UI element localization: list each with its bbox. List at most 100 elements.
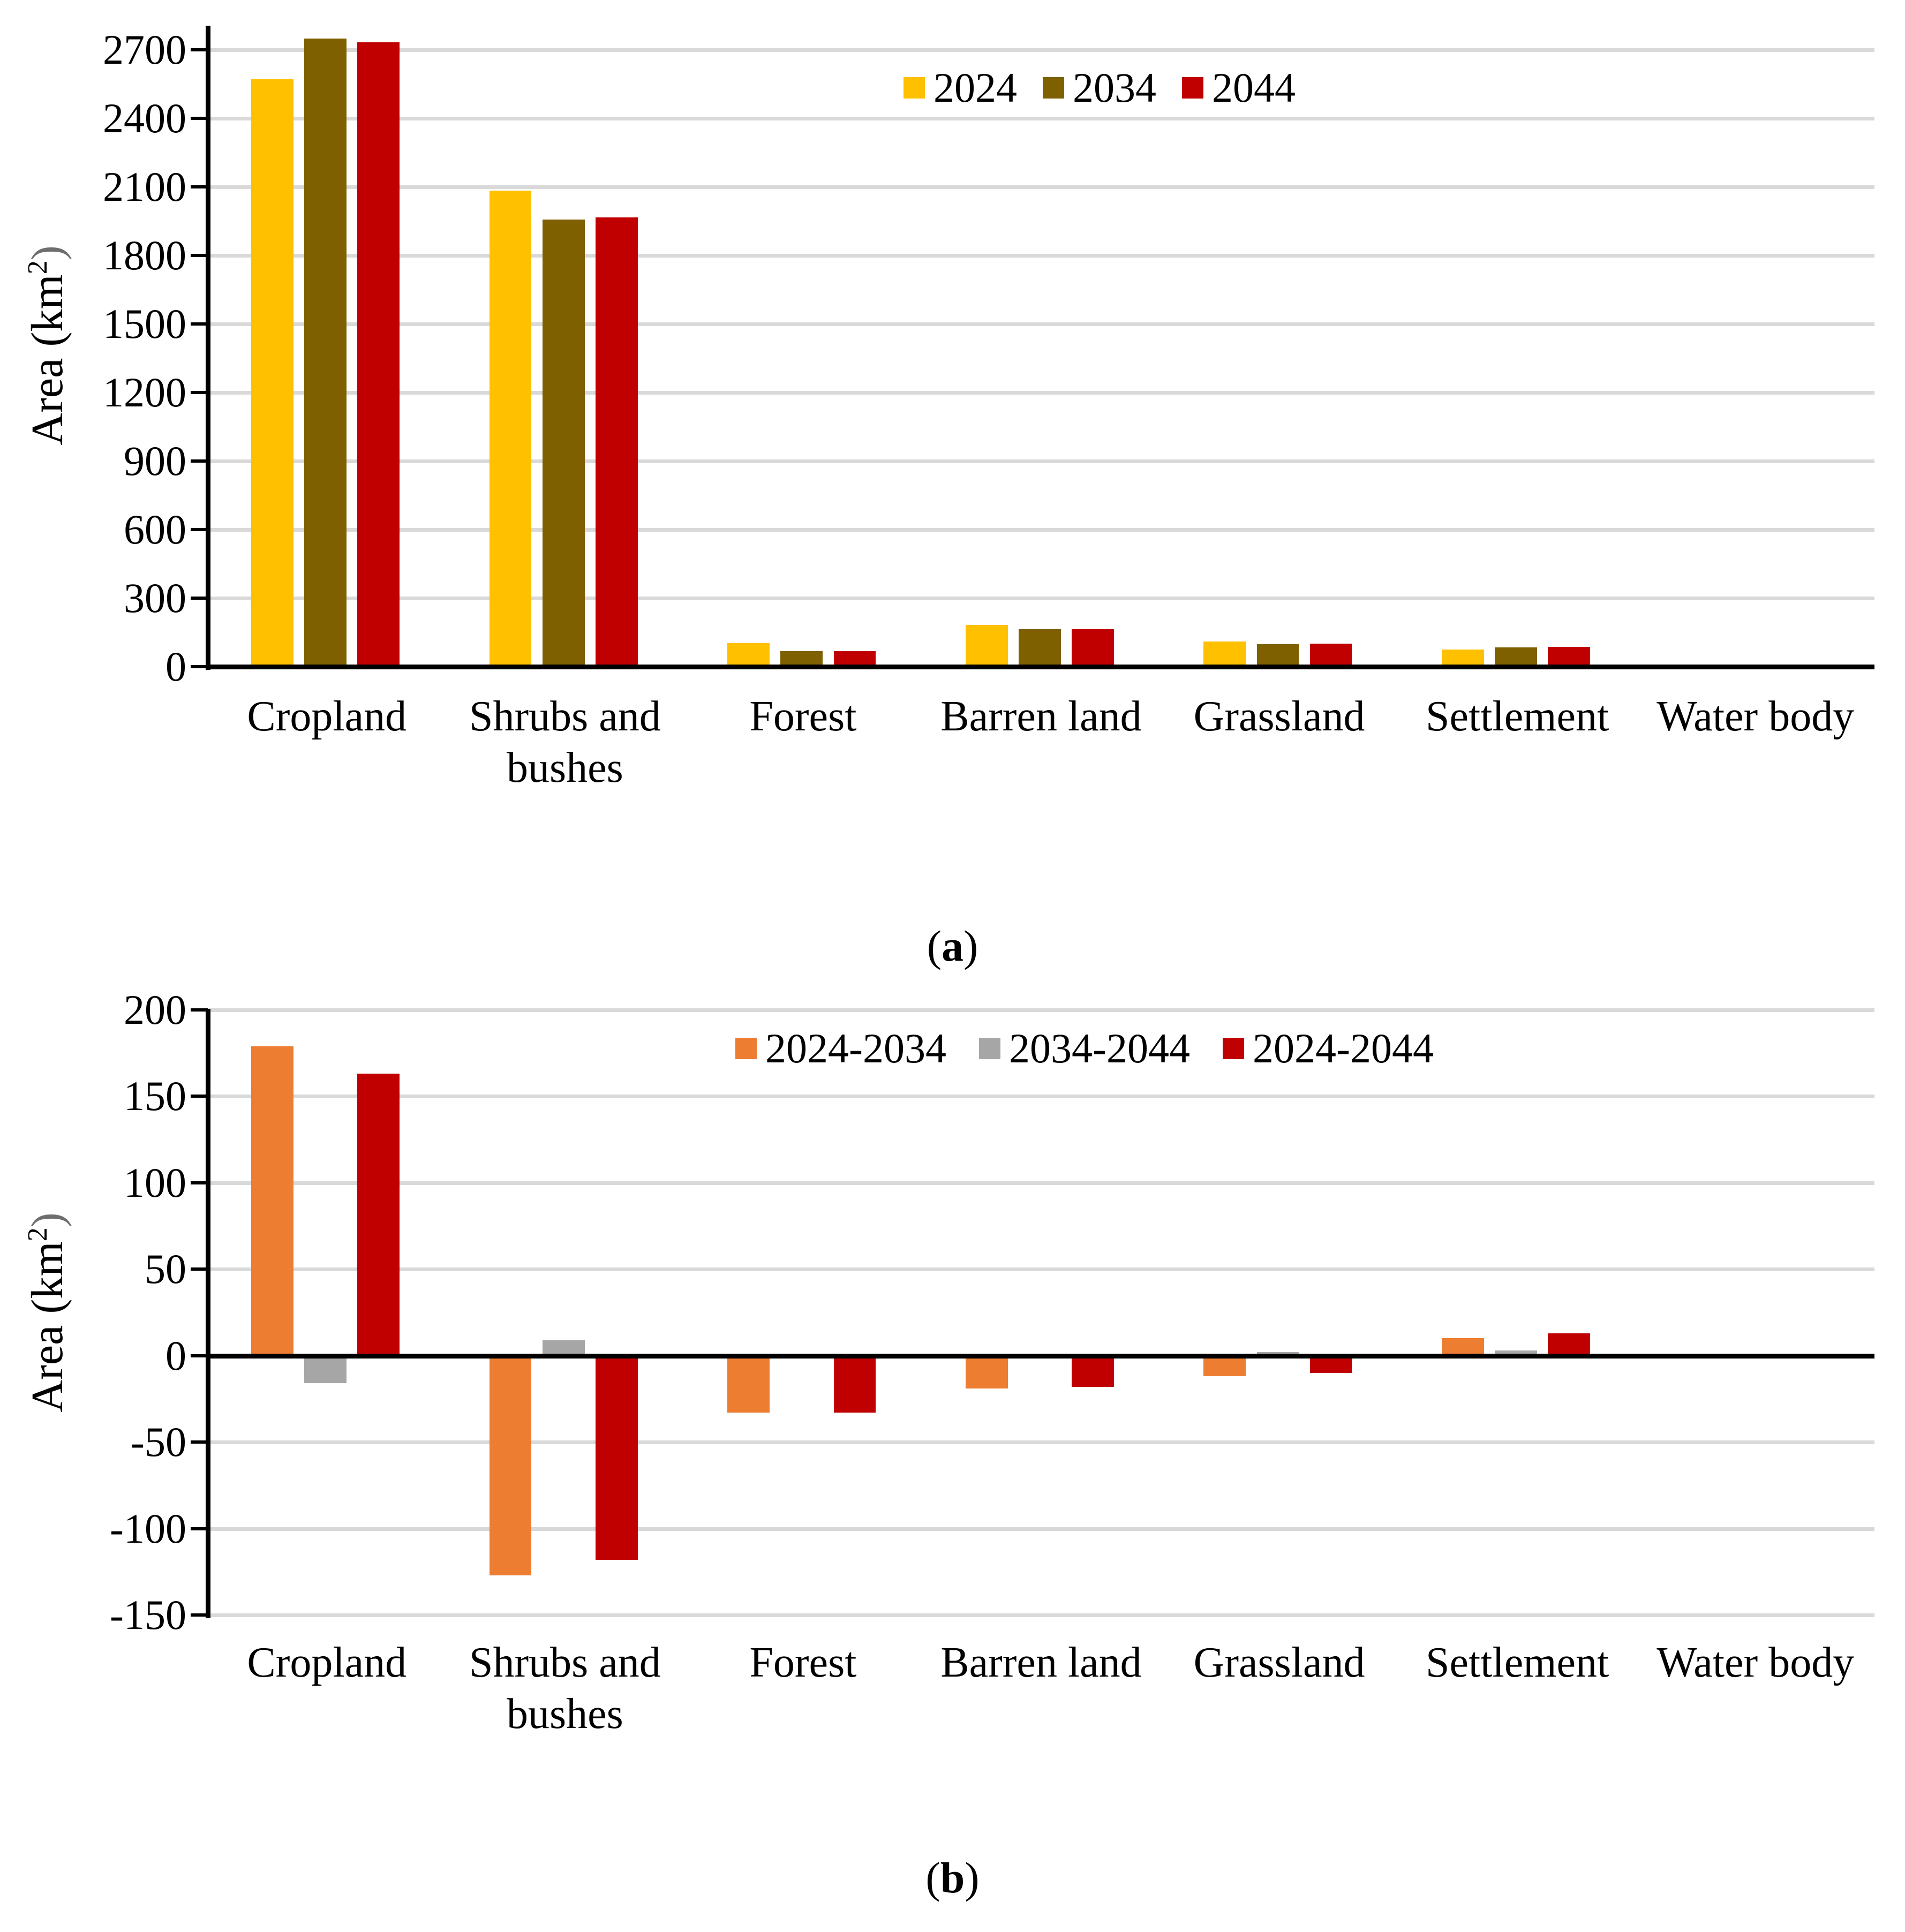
legend-item-2024: 2024 <box>903 63 1017 112</box>
legend-swatch-2034-2044 <box>978 1038 1000 1059</box>
gridline-300 <box>208 596 1874 600</box>
y-tick-mark-100 <box>191 1181 208 1184</box>
gridline-2100 <box>208 185 1874 189</box>
bar-2044-forest <box>833 651 876 667</box>
y-tick-label--50: -50 <box>131 1418 186 1466</box>
y-tick-mark-200 <box>191 1008 208 1012</box>
bar-2024-barren-land <box>965 624 1008 667</box>
bar-2024-settlement <box>1441 650 1484 667</box>
legend-swatch-2024 <box>903 77 925 99</box>
y-tick-label-1800: 1800 <box>103 231 186 278</box>
category-label-cropland: Cropland <box>247 693 407 740</box>
bar-2024-2044-settlement <box>1548 1333 1590 1356</box>
bar-2034-forest <box>780 651 823 667</box>
y-tick-label-2700: 2700 <box>103 26 186 73</box>
category-label-grassland: Grassland <box>1193 693 1365 740</box>
y-tick-label-1500: 1500 <box>103 300 186 347</box>
y-tick-mark-2700 <box>191 48 208 51</box>
category-label-forest: Forest <box>749 693 857 740</box>
bar-group-grassland <box>1160 27 1398 667</box>
x-axis-line <box>208 1353 1874 1359</box>
caption-a-open: ( <box>927 922 942 970</box>
bar-2044-settlement <box>1548 646 1590 667</box>
y-tick-mark-1200 <box>191 390 208 394</box>
y-tick-label-200: 200 <box>124 986 186 1033</box>
gridline-150 <box>208 1095 1874 1099</box>
y-tick-label-150: 150 <box>124 1073 186 1120</box>
gridline--100 <box>208 1527 1874 1531</box>
gridline-200 <box>208 1008 1874 1012</box>
y-tick-mark-1800 <box>191 253 208 257</box>
y-tick-mark-2400 <box>191 116 208 120</box>
category-label-barren-land: Barren land <box>940 693 1142 740</box>
category-label-settlement: Settlement <box>1426 1639 1609 1686</box>
bar-group-settlement <box>1398 27 1637 667</box>
category-label-grassland: Grassland <box>1193 1639 1365 1686</box>
bar-2024-shrubs-and-bushes <box>489 191 532 667</box>
bar-2024-forest <box>727 643 770 667</box>
y-tick-label-600: 600 <box>124 505 186 553</box>
y-tick-mark--50 <box>191 1440 208 1444</box>
bar-2024-2034-shrubs-and-bushes <box>489 1355 532 1575</box>
bar-2034-grassland <box>1256 644 1299 667</box>
category-label-cropland: Cropland <box>247 1639 407 1686</box>
bar-group-water-body <box>1636 27 1874 667</box>
bar-2024-2034-forest <box>727 1355 770 1413</box>
y-tick-mark-300 <box>191 596 208 600</box>
bar-group-cropland <box>208 1010 446 1615</box>
gridline-2700 <box>208 48 1874 52</box>
bar-2044-grassland <box>1309 644 1352 667</box>
category-label-water-body: Water body <box>1656 1639 1855 1686</box>
y-tick-label-100: 100 <box>124 1159 186 1206</box>
y-tick-label-2400: 2400 <box>103 94 186 141</box>
legend-label-2024-2044: 2024-2044 <box>1252 1025 1434 1071</box>
y-tick-mark-0 <box>191 665 208 668</box>
bar-2024-2044-grassland <box>1309 1355 1352 1373</box>
y-tick-mark--150 <box>191 1613 208 1617</box>
y-tick-label-900: 900 <box>124 437 186 484</box>
bar-2034-settlement <box>1495 647 1537 667</box>
legend-item-2024-2044: 2024-2044 <box>1222 1024 1434 1073</box>
gridline-2400 <box>208 116 1874 120</box>
bar-2034-2044-shrubs-and-bushes <box>542 1340 585 1356</box>
y-tick-label--100: -100 <box>110 1505 186 1552</box>
legend-item-2044: 2044 <box>1182 63 1296 112</box>
gridline--150 <box>208 1613 1874 1617</box>
y-tick-mark-600 <box>191 527 208 531</box>
legend-swatch-2024-2034 <box>735 1038 757 1059</box>
bar-2024-2044-cropland <box>357 1074 400 1356</box>
gridline-1800 <box>208 253 1874 258</box>
legend-label-2024-2034: 2024-2034 <box>765 1025 946 1071</box>
bar-2024-2034-barren-land <box>965 1355 1008 1389</box>
legend-item-2024-2034: 2024-2034 <box>735 1024 946 1073</box>
gridline-600 <box>208 527 1874 532</box>
y-tick-mark-50 <box>191 1267 208 1271</box>
legend-swatch-2044 <box>1182 77 1203 99</box>
caption-a: (a) <box>0 920 1905 972</box>
x-axis-line <box>208 665 1874 669</box>
y-tick-mark--100 <box>191 1527 208 1530</box>
bar-2024-2034-grassland <box>1203 1355 1246 1377</box>
category-label-barren-land: Barren land <box>940 1639 1142 1686</box>
bar-group-grassland <box>1160 1010 1398 1615</box>
y-tick-label-0: 0 <box>165 643 186 690</box>
bar-group-barren-land <box>922 1010 1161 1615</box>
y-axis-title: Area (km2) <box>12 1212 73 1413</box>
caption-b-letter: b <box>940 1853 965 1902</box>
legend-label-2034: 2034 <box>1073 64 1156 111</box>
category-label-water-body: Water body <box>1656 693 1855 740</box>
category-label-settlement: Settlement <box>1426 693 1609 740</box>
bar-2024-grassland <box>1203 642 1246 667</box>
legend-item-2034-2044: 2034-2044 <box>978 1024 1190 1073</box>
caption-a-letter: a <box>942 922 963 970</box>
y-tick-mark-900 <box>191 459 208 463</box>
bar-group-barren-land <box>922 27 1161 667</box>
bar-2024-2044-barren-land <box>1072 1355 1114 1387</box>
bar-2034-2044-settlement <box>1495 1350 1537 1356</box>
caption-a-close: ) <box>963 922 978 970</box>
y-tick-label--150: -150 <box>110 1591 186 1638</box>
y-tick-label-2100: 2100 <box>103 163 186 210</box>
gridline-1200 <box>208 390 1874 395</box>
